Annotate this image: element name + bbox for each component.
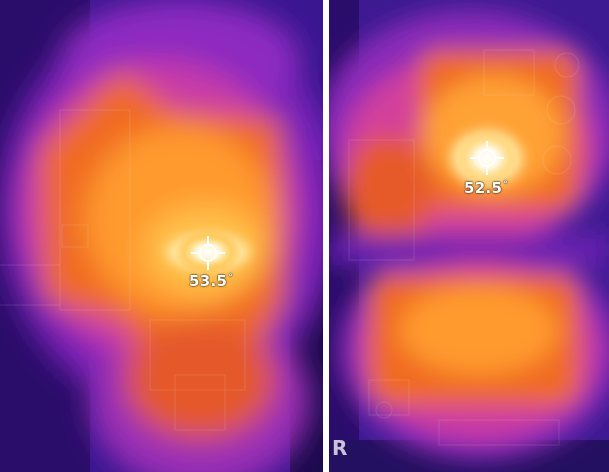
temperature-reading-right: 52.5° [464, 179, 508, 197]
thermal-heatmap-left [0, 0, 323, 472]
panel-divider [323, 0, 329, 472]
temperature-value: 53.5 [189, 272, 228, 290]
temperature-value: 52.5 [464, 179, 503, 197]
crosshair-icon [191, 236, 225, 270]
degree-unit: ° [228, 273, 234, 283]
thermal-image-left: 53.5° [0, 0, 323, 472]
degree-unit: ° [503, 180, 509, 190]
thermal-image-right: 52.5° [329, 0, 609, 472]
thermal-heatmap-right [329, 0, 609, 472]
temperature-reading-left: 53.5° [189, 272, 233, 290]
watermark-logo: R [332, 436, 348, 460]
crosshair-icon [470, 141, 504, 175]
